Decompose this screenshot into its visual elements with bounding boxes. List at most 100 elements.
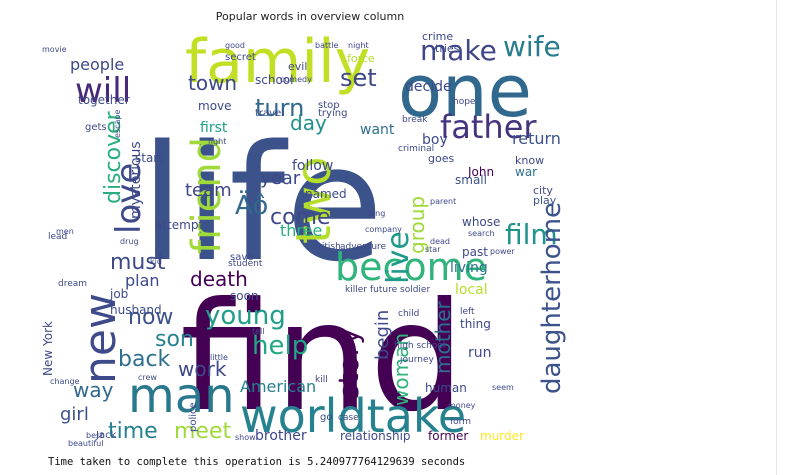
word-comedy: comedy <box>280 75 312 84</box>
notebook-gutter <box>0 0 14 475</box>
word-tries: tries <box>435 42 460 55</box>
word-soon: soon <box>230 289 259 303</box>
word-future: future <box>370 285 398 295</box>
scrollbar-track[interactable] <box>776 0 777 475</box>
word-become: become <box>335 245 487 289</box>
word-fight: fight <box>208 137 226 146</box>
word-turn: turn <box>255 94 304 122</box>
word-mysterious: mysterious <box>128 141 144 219</box>
word-film: film <box>505 218 558 251</box>
word-young: young <box>205 301 286 331</box>
word-star: star <box>425 245 441 254</box>
word-secret: secret <box>225 52 256 63</box>
word-save: save <box>230 252 253 263</box>
wordcloud-background <box>48 22 590 452</box>
word-crew: crew <box>138 373 157 382</box>
word-gets: gets <box>85 122 107 133</box>
word-make: make <box>420 34 497 67</box>
word-people: people <box>70 55 124 74</box>
word-high-school: high school <box>394 341 445 351</box>
word-seem: seem <box>492 383 514 392</box>
word-move: move <box>198 99 232 113</box>
word-live: live <box>381 231 416 284</box>
word-search: search <box>468 229 495 238</box>
word-human: human <box>425 381 467 395</box>
word-good: good <box>225 41 245 50</box>
word-work: work <box>178 357 227 381</box>
word-plan: plan <box>125 271 160 290</box>
word-group: group <box>405 196 429 254</box>
word-new-york: New York <box>41 321 55 376</box>
word-meet: meet <box>174 419 232 444</box>
word-man: man <box>128 368 235 424</box>
word-case: case <box>338 413 359 423</box>
word-war: war <box>515 165 537 179</box>
word-kill: kill <box>315 375 328 385</box>
word-death: death <box>190 267 248 291</box>
word-small: small <box>455 173 487 187</box>
word-dead: dead <box>430 237 450 246</box>
word-boy: boy <box>422 132 448 148</box>
word-time: time <box>108 419 158 444</box>
word-adventure: adventure <box>340 242 387 252</box>
word-school: school <box>255 73 293 87</box>
word-child: child <box>398 309 419 319</box>
word-three: three <box>280 221 322 240</box>
word-left: left <box>460 307 475 317</box>
word-evil: evil <box>288 60 307 73</box>
word-local: local <box>455 282 488 298</box>
word-wife: wife <box>503 30 561 63</box>
word-want: want <box>360 122 395 138</box>
word-long: long <box>368 209 385 218</box>
word-return: return <box>512 129 561 148</box>
word-day: day <box>290 111 327 135</box>
word-money: money <box>448 401 476 410</box>
word-john: John <box>467 165 494 179</box>
word-beautiful: beautiful <box>68 439 103 448</box>
word-job: job <box>109 287 128 301</box>
word-mother: mother <box>431 300 455 374</box>
word-best: best <box>86 431 103 440</box>
word-first: first <box>200 120 228 136</box>
word-criminal: criminal <box>398 144 434 154</box>
word-dream: dream <box>58 279 87 289</box>
wordcloud-figure: life find one family worldtake man two friend ne… <box>30 4 590 452</box>
word-tell: tell <box>252 327 265 336</box>
word-play: play <box>533 194 557 207</box>
word-two: two <box>286 157 342 244</box>
word-whose: whose <box>462 215 500 229</box>
word-attempt: attempt <box>155 218 203 232</box>
word-city: city <box>533 184 553 197</box>
word-night: night <box>348 41 369 50</box>
word-kid: kid <box>150 257 162 266</box>
word-travel: travel <box>255 108 284 119</box>
word-american: American <box>240 377 316 396</box>
cell-output-text: Time taken to complete this operation is… <box>48 456 466 468</box>
word-family: family <box>185 27 370 97</box>
word-change: change <box>50 377 80 386</box>
word-husband: husband <box>110 303 162 317</box>
word-town: town <box>188 71 237 95</box>
word-men: men <box>56 227 74 236</box>
word-show: show <box>235 433 256 442</box>
word-movie: movie <box>42 45 67 54</box>
word-power: power <box>490 247 515 256</box>
word-father: father <box>440 108 537 146</box>
word-escape: escape <box>113 110 122 138</box>
word-love: love <box>109 163 149 234</box>
word-past: past <box>462 245 488 259</box>
word-goes: goes <box>428 152 454 165</box>
word-parent: parent <box>430 197 456 206</box>
word-start: start <box>135 151 163 165</box>
word-decide: decide <box>405 79 452 95</box>
word-company: company <box>365 225 402 234</box>
word-story: story <box>332 328 365 399</box>
word-friend: friend <box>184 137 230 254</box>
word-police: police <box>188 402 199 432</box>
word-little: little <box>210 353 228 362</box>
word-now: now <box>128 305 173 330</box>
word-team: team <box>185 180 232 201</box>
word-journey: journey <box>399 355 434 365</box>
